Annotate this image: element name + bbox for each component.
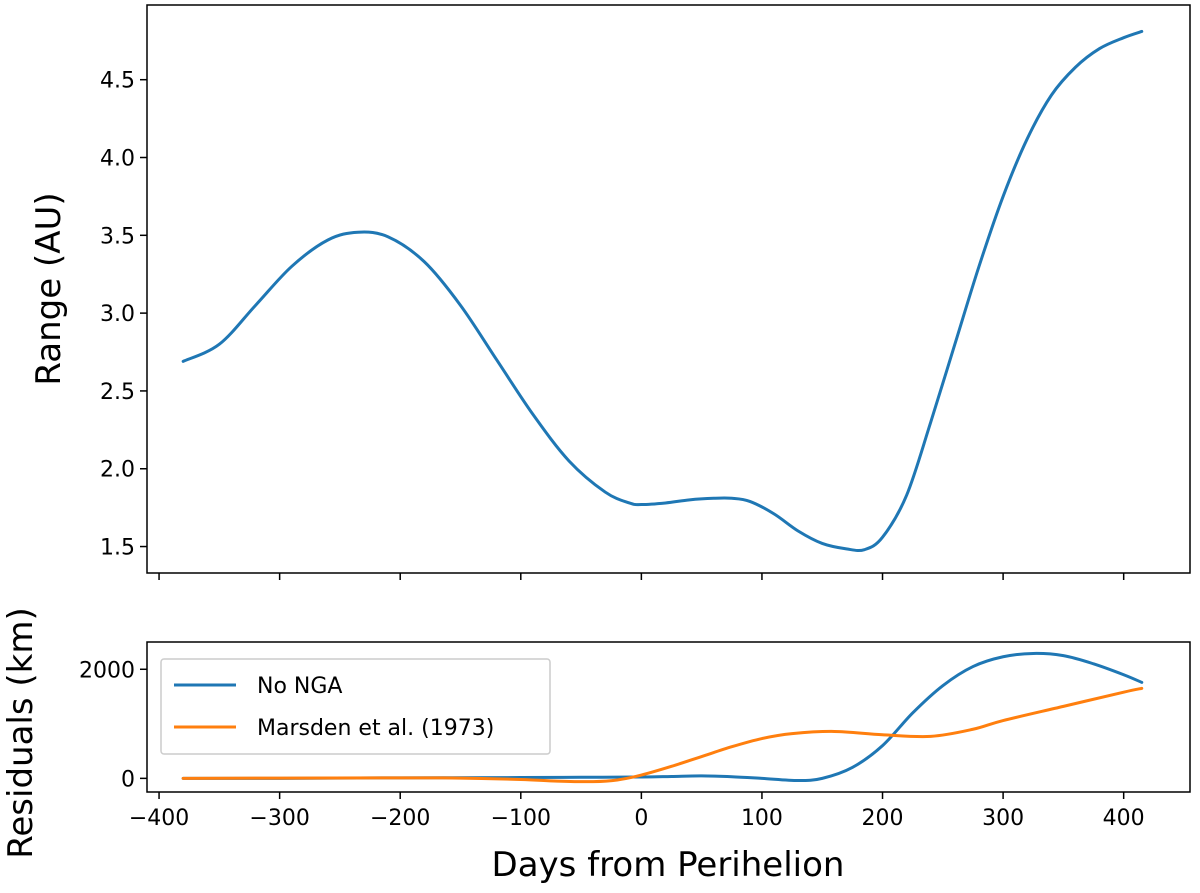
residuals-x-tick-label: 400 xyxy=(1103,806,1145,831)
residuals-y-tick-label: 2000 xyxy=(79,658,135,683)
range-panel: 1.5 2.0 2.5 3.0 3.5 4.0 4.5 Range (AU) xyxy=(29,4,1191,580)
residuals-x-tick-label: −400 xyxy=(129,806,189,831)
residuals-series-no-nga xyxy=(181,651,1144,783)
residuals-x-tick-label: −200 xyxy=(370,806,430,831)
residuals-panel: 0 2000 −400 −300 −200 −100 0 100 200 300 400 Resi… xyxy=(1,607,1191,885)
range-y-tick-label: 1.5 xyxy=(100,536,135,561)
residuals-x-tick-label: 200 xyxy=(862,806,904,831)
residuals-y-axis-label: Residuals (km) xyxy=(1,607,41,858)
residuals-series-marsden-et-al-1973 xyxy=(181,686,1144,784)
range-y-tick-label: 2.0 xyxy=(100,458,135,483)
range-y-tick-label: 3.0 xyxy=(100,302,135,327)
range-y-tick-label: 3.5 xyxy=(100,224,135,249)
legend-label-no-nga: No NGA xyxy=(257,674,342,699)
range-y-tick-label: 2.5 xyxy=(100,380,135,405)
range-series-range xyxy=(181,29,1144,553)
range-y-tick-label: 4.5 xyxy=(100,69,135,94)
legend-label-marsden: Marsden et al. (1973) xyxy=(257,716,494,741)
residuals-x-tick-label: 100 xyxy=(741,806,783,831)
x-axis-label: Days from Perihelion xyxy=(492,845,845,885)
residuals-plot-frame xyxy=(146,641,1191,793)
residuals-x-tick-label: 300 xyxy=(982,806,1024,831)
legend-box xyxy=(160,658,551,755)
legend: No NGA Marsden et al. (1973) xyxy=(160,658,551,755)
residuals-x-tick-label: 0 xyxy=(634,806,648,831)
range-y-tick-label: 4.0 xyxy=(100,147,135,172)
range-plot-frame xyxy=(146,4,1191,574)
range-y-axis-label: Range (AU) xyxy=(29,192,69,385)
residuals-y-tick-label: 0 xyxy=(121,767,135,792)
residuals-x-tick-label: −100 xyxy=(491,806,551,831)
residuals-x-tick-label: −300 xyxy=(249,806,309,831)
